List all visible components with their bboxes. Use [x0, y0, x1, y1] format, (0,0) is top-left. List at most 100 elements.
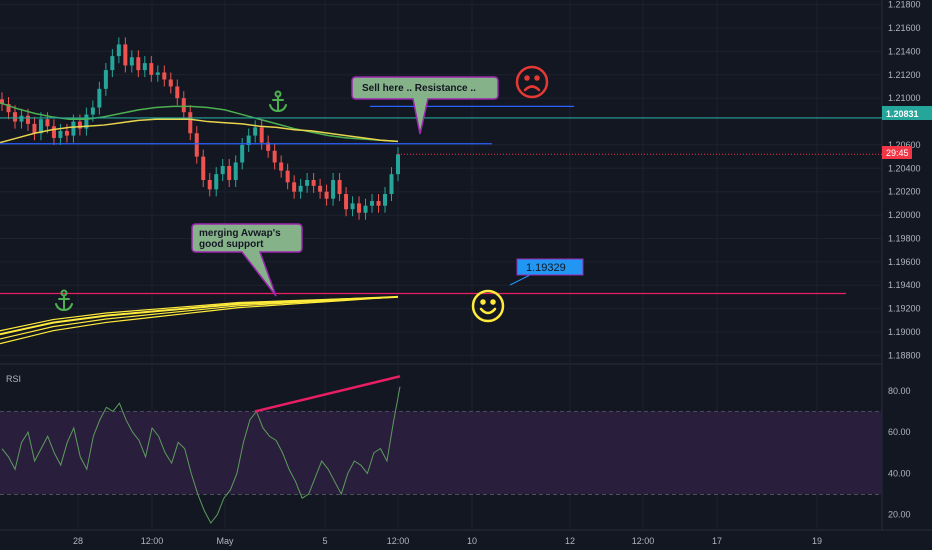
time-tick-label: 10 [467, 536, 477, 546]
candle-body [246, 135, 251, 145]
time-tick-label: 19 [812, 536, 822, 546]
rsi-title: RSI [6, 374, 21, 384]
rsi-band [0, 411, 882, 495]
candle-body [32, 123, 37, 134]
time-tick-label: 17 [712, 536, 722, 546]
candle-body [363, 205, 368, 213]
rsi-tick-label: 40.00 [888, 468, 911, 478]
candle-body [19, 115, 24, 122]
support-note-text-2: good support [199, 239, 264, 250]
time-tick-label: 28 [73, 536, 83, 546]
sad-face-icon [515, 65, 549, 99]
candle-body [285, 170, 290, 183]
candle-body [344, 194, 349, 210]
price-tick-label: 1.19600 [888, 257, 921, 267]
candle-body [168, 79, 173, 87]
time-axis[interactable]: 28 12:00 May 5 12:00 10 12 12:00 17 19 [73, 536, 822, 546]
price-tick-label: 1.20600 [888, 140, 921, 150]
current-price-badge[interactable]: 1.20831 [882, 106, 932, 120]
candle-body [311, 180, 316, 186]
moving-average-series [0, 102, 399, 143]
price-tick-label: 1.20200 [888, 187, 921, 197]
price-series [0, 102, 399, 345]
support-note-callout[interactable]: merging Avwap's good support [191, 223, 303, 297]
level-callout-leader [509, 274, 531, 286]
candle-body [103, 70, 108, 89]
candle-body [136, 57, 141, 71]
level-callout[interactable]: 1.19329 [509, 258, 584, 286]
price-tick-label: 1.19400 [888, 280, 921, 290]
candle-body [233, 162, 238, 180]
candle-body [12, 112, 17, 122]
candle-body [337, 180, 342, 195]
anchor-icon [269, 90, 287, 113]
price-tick-label: 1.19200 [888, 304, 921, 314]
candle-body [305, 180, 310, 186]
candle-body [123, 44, 128, 66]
candle-body [38, 119, 43, 134]
countdown-badge[interactable]: 29:45 [882, 146, 912, 159]
candle-body [396, 154, 400, 175]
candle-body [175, 86, 180, 99]
rsi-tick-label: 60.00 [888, 427, 911, 437]
candle-body [324, 191, 329, 199]
rsi-trendline [254, 375, 401, 413]
avwap-band [0, 296, 399, 345]
candle-body [110, 56, 115, 71]
horizontal-levels[interactable] [0, 105, 882, 295]
candle-body [253, 127, 258, 136]
candle-body [357, 203, 362, 213]
time-tick-label: 12:00 [387, 536, 410, 546]
time-tick-label: May [216, 536, 234, 546]
current-price-badge-bg [882, 106, 932, 120]
candle-body [0, 99, 4, 105]
candle-body [194, 133, 199, 157]
candle-body [71, 121, 76, 136]
candle-body [188, 112, 193, 134]
candle-body [259, 127, 264, 143]
price-tick-label: 1.21800 [888, 0, 921, 10]
candle-body [383, 194, 388, 206]
avwap-band [0, 296, 399, 340]
candle-body [77, 121, 82, 129]
sell-note-callout[interactable]: Sell here .. Resistance .. [351, 76, 499, 135]
time-tick-label: 12:00 [141, 536, 164, 546]
time-tick-label: 12 [565, 536, 575, 546]
candle-body [201, 156, 206, 180]
candle-body [6, 104, 11, 113]
avwap-band [0, 296, 399, 332]
candle-body [318, 185, 323, 192]
candle-body [389, 174, 394, 195]
sell-note-text: Sell here .. Resistance .. [362, 83, 476, 94]
candle-body [350, 203, 355, 210]
candle-body [45, 119, 50, 127]
time-tick-label: 12:00 [632, 536, 655, 546]
price-candles [0, 37, 400, 220]
price-tick-label: 1.20400 [888, 163, 921, 173]
candle-body [84, 114, 89, 129]
rsi-pane [1, 375, 401, 524]
happy-face-icon [471, 289, 505, 323]
candle-body [207, 180, 212, 190]
support-note-bubble [191, 223, 303, 297]
price-tick-label: 1.19000 [888, 327, 921, 337]
candle-body [376, 201, 381, 206]
price-tick-label: 1.21600 [888, 23, 921, 33]
candle-body [142, 63, 147, 71]
countdown-badge-bg [882, 146, 912, 159]
candle-body [129, 57, 134, 66]
candle-body [155, 72, 160, 75]
rsi-tick-label: 80.00 [888, 386, 911, 396]
candle-body [90, 107, 95, 115]
candle-body [149, 63, 154, 75]
anchor-icon [55, 289, 73, 312]
rsi-tick-label: 20.00 [888, 510, 911, 520]
price-tick-label: 1.21000 [888, 93, 921, 103]
candle-body [214, 174, 219, 190]
candle-body [370, 201, 375, 206]
price-axis[interactable]: 1.21800 1.21600 1.21400 1.21200 1.21000 1.206… [888, 0, 921, 520]
candle-body [298, 185, 303, 192]
rsi-line [1, 386, 401, 524]
price-tick-label: 1.20000 [888, 210, 921, 220]
